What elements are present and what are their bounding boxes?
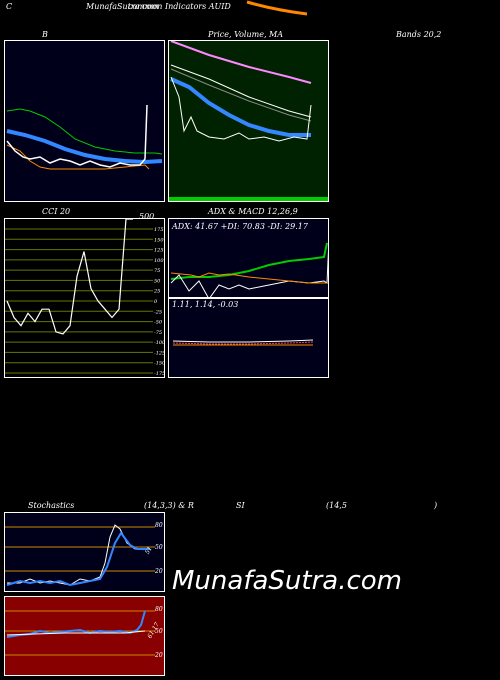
adx-values: ADX: 41.67 +DI: 70.83 -DI: 29.17: [172, 222, 308, 231]
price-ma-chart: [169, 41, 328, 201]
adx-panel: ADX: 41.67 +DI: 70.83 -DI: 29.17: [168, 218, 329, 298]
bollinger-panel: [4, 40, 165, 202]
cci-tick-label: -100: [154, 340, 165, 346]
rsi-params: (14,5: [326, 501, 347, 510]
stoch-d-line: [6, 531, 150, 587]
stochastics-panel: 80 50 20 51: [4, 512, 165, 592]
cci-tick-label: -175: [154, 371, 165, 377]
stoch-k-line: [7, 524, 150, 586]
price-trend-stroke: [246, 0, 308, 16]
rsi-close: ): [434, 501, 438, 510]
header-letter: C: [6, 2, 13, 11]
stoch-tick-80: 80: [155, 522, 163, 529]
ma-gray-line-2: [170, 68, 312, 122]
stoch-label: Stochastics: [28, 501, 75, 510]
rsi-line: [6, 610, 146, 638]
header-subtitle: common Indicators AUID: [128, 2, 231, 11]
header-title: MunafaSutra.com: [86, 2, 159, 11]
rsi-chart: 80 50 20: [5, 606, 163, 659]
bb-middle-line: [6, 129, 163, 165]
cci-tick-label: -150: [154, 361, 165, 367]
cci-label: CCI 20: [42, 207, 71, 216]
bb-price-line: [6, 104, 148, 168]
watermark: MunafaSutra.com: [172, 566, 403, 596]
ma-blue-line: [170, 77, 311, 137]
cci-top-value: 500: [139, 212, 155, 221]
cci-panel: 175 150 125 100 75 50 25 0 -25 -50 -75 -100 -125 -150…: [4, 218, 165, 378]
cci-tick-label: 100: [154, 258, 164, 264]
cci-tick-label: -25: [154, 309, 162, 315]
macd-chart: [172, 339, 314, 346]
macd-values: 1.11, 1.14, -0.03: [172, 300, 239, 309]
stoch-tick-20: 20: [154, 568, 163, 575]
adx-line: [170, 242, 328, 280]
cci-tick-label: 75: [154, 268, 160, 274]
si-label: SI: [236, 501, 245, 510]
stoch-chart: 80 50 20: [5, 522, 163, 587]
macd-line: [172, 339, 314, 343]
cci-tick-label: 125: [154, 248, 164, 254]
cci-tick-label: 150: [154, 237, 164, 243]
macd-panel: 1.11, 1.14, -0.03: [168, 298, 329, 378]
rsi-tick-20: 20: [154, 652, 163, 659]
rsi-tick-50: 50: [155, 628, 163, 635]
stoch-params: (14,3,3) & R: [144, 501, 194, 510]
bb-label: B: [42, 30, 48, 39]
rsi-signal-line: [6, 630, 146, 636]
rsi-panel: 80 50 20 61.17: [4, 596, 165, 676]
price-ma-panel: [168, 40, 329, 202]
cci-line: [6, 219, 133, 335]
cci-tick-label: 25: [153, 289, 160, 295]
macd-signal-line: [172, 341, 314, 345]
cci-chart: 175 150 125 100 75 50 25 0 -25 -50 -75 -100 -125 -150…: [5, 219, 165, 377]
plus-di-line: [170, 249, 328, 297]
cci-tick-label: -125: [154, 350, 165, 356]
price-line: [170, 76, 312, 142]
price-ma-label: Price, Volume, MA: [208, 30, 284, 39]
ma-pink-line: [170, 41, 312, 84]
cci-tick-label: 175: [154, 227, 164, 233]
adx-chart: [170, 242, 328, 297]
volume-bar-area: [169, 197, 328, 201]
cci-tick-label: 50: [154, 278, 161, 284]
ma-gray-line: [170, 64, 312, 118]
rsi-tick-80: 80: [155, 606, 163, 613]
adx-macd-label: ADX & MACD 12,26,9: [208, 207, 298, 216]
bands-label: Bands 20,2: [396, 30, 442, 39]
bollinger-chart: [6, 104, 163, 170]
minus-di-line: [170, 272, 327, 284]
cci-tick-label: -50: [154, 320, 163, 326]
bb-lower-line: [6, 144, 150, 170]
cci-tick-label: 0: [154, 299, 158, 305]
cci-tick-label: -75: [154, 330, 162, 336]
stoch-tick-50: 50: [155, 544, 163, 551]
bb-upper-line: [6, 108, 163, 155]
